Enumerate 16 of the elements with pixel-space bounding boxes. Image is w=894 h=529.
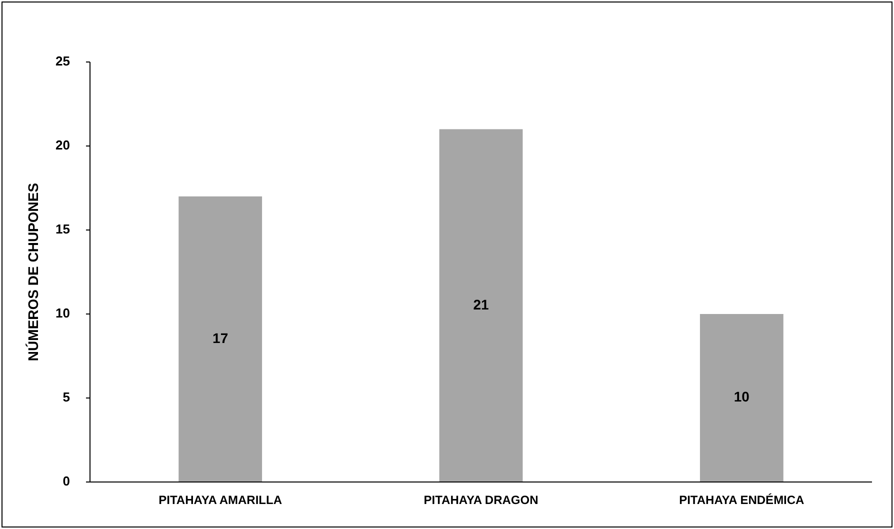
x-tick-label: PITAHAYA AMARILLA [158,493,282,507]
data-label: 10 [734,388,750,405]
data-label: 21 [473,296,489,312]
y-tick-label: 10 [56,305,70,320]
y-tick-label: 20 [56,137,70,152]
bar [439,129,523,482]
bar [178,196,262,482]
y-tick-label: 0 [62,473,70,488]
x-tick-label: PITAHAYA DRAGON [424,493,538,507]
y-tick-label: 25 [56,53,70,68]
y-axis-title: NÚMEROS DE CHUPONES [25,182,41,362]
x-tick-label: PITAHAYA ENDÉMICA [679,493,805,507]
y-tick-label: 15 [56,221,70,236]
y-tick-label: 5 [62,389,70,404]
bar [700,314,784,482]
data-label: 17 [212,330,228,346]
